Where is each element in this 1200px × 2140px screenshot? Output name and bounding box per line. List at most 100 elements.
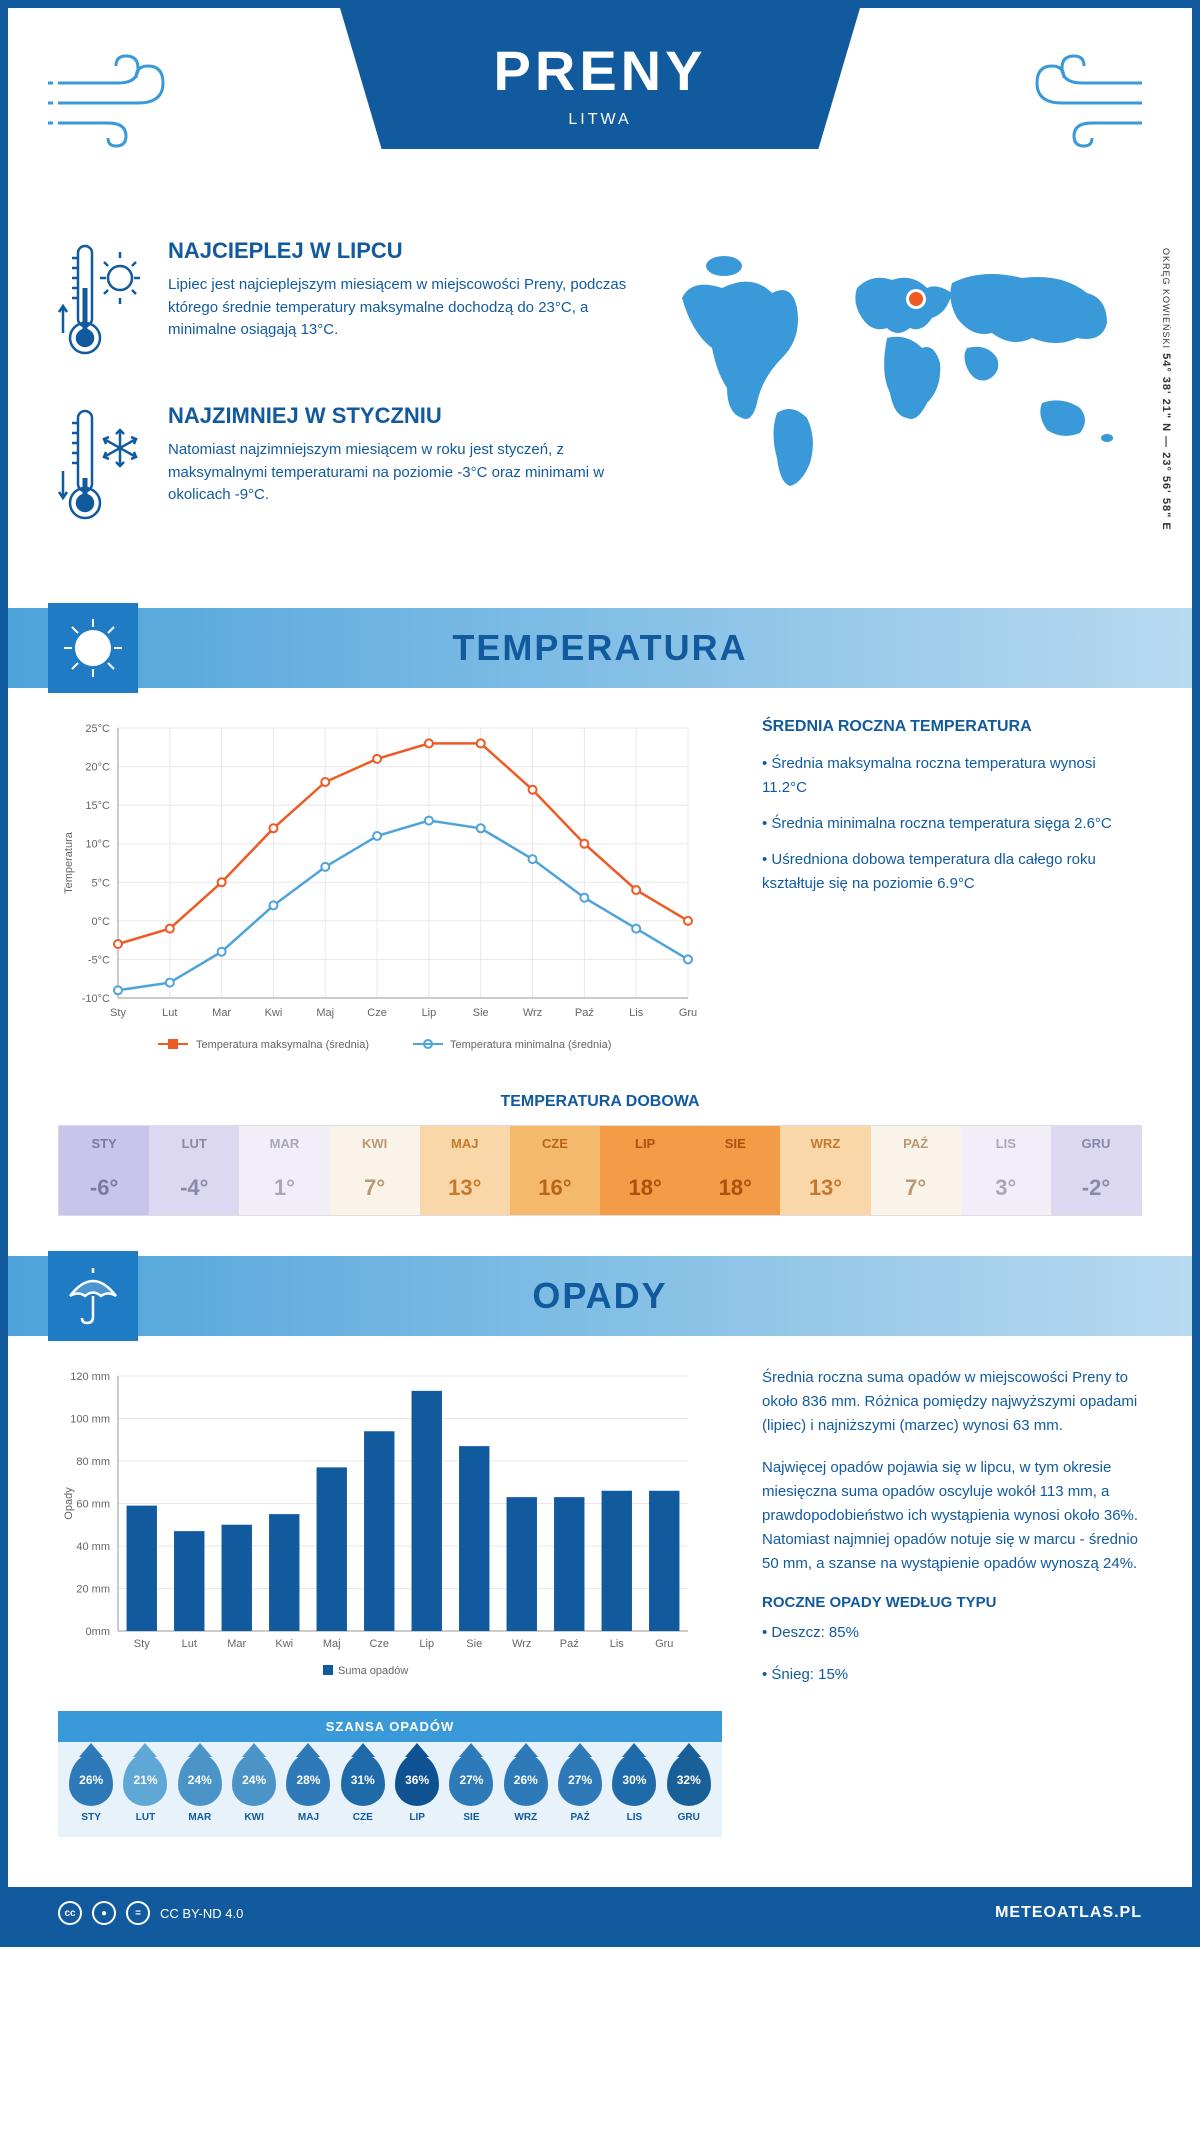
daily-value: 13° [780, 1161, 870, 1215]
svg-text:25°C: 25°C [85, 723, 110, 735]
svg-text:Lis: Lis [610, 1638, 625, 1650]
hot-block: NAJCIEPLEJ W LIPCU Lipiec jest najcieple… [58, 238, 632, 373]
svg-text:Mar: Mar [212, 1007, 231, 1019]
daily-cell: MAR1° [239, 1126, 329, 1215]
svg-text:120 mm: 120 mm [70, 1371, 110, 1383]
drop-value: 28% [286, 1754, 330, 1806]
drop-month: MAR [176, 1812, 224, 1823]
drop-value: 24% [232, 1754, 276, 1806]
intro-row: NAJCIEPLEJ W LIPCU Lipiec jest najcieple… [58, 238, 1142, 568]
svg-text:Paź: Paź [560, 1638, 579, 1650]
svg-text:Lip: Lip [419, 1638, 434, 1650]
svg-text:15°C: 15°C [85, 800, 110, 812]
daily-month: MAJ [420, 1126, 510, 1161]
daily-month: LIS [961, 1126, 1051, 1161]
svg-text:5°C: 5°C [92, 877, 111, 889]
chance-box: SZANSA OPADÓW 26%STY21%LUT24%MAR24%KWI28… [58, 1711, 722, 1837]
daily-cell: SIE18° [690, 1126, 780, 1215]
svg-text:0mm: 0mm [86, 1626, 110, 1638]
svg-text:Gru: Gru [655, 1638, 673, 1650]
footer-license: cc ● = CC BY-ND 4.0 [58, 1901, 243, 1925]
drop-value: 27% [558, 1754, 602, 1806]
daily-cell: STY-6° [59, 1126, 149, 1215]
svg-text:Kwi: Kwi [265, 1007, 283, 1019]
precip-p1: Średnia roczna suma opadów w miejscowośc… [762, 1366, 1142, 1438]
chance-drop: 30%LIS [610, 1754, 658, 1823]
chance-drop: 27%PAŹ [556, 1754, 604, 1823]
page: PRENY LITWA [0, 0, 1200, 1947]
svg-text:Temperatura minimalna (średnia: Temperatura minimalna (średnia) [450, 1039, 611, 1051]
precip-section-header: OPADY [8, 1256, 1192, 1336]
svg-text:60 mm: 60 mm [76, 1499, 110, 1511]
svg-text:Wrz: Wrz [523, 1007, 542, 1019]
svg-text:20°C: 20°C [85, 762, 110, 774]
drop-month: GRU [665, 1812, 713, 1823]
footer: cc ● = CC BY-ND 4.0 METEOATLAS.PL [8, 1887, 1192, 1939]
chance-row: 26%STY21%LUT24%MAR24%KWI28%MAJ31%CZE36%L… [58, 1742, 722, 1823]
precip-chart-block: 0mm20 mm40 mm60 mm80 mm100 mm120 mmOpady… [58, 1366, 722, 1837]
drop-value: 32% [667, 1754, 711, 1806]
svg-text:Lut: Lut [162, 1007, 177, 1019]
daily-cell: WRZ13° [780, 1126, 870, 1215]
daily-month: GRU [1051, 1126, 1141, 1161]
daily-cell: KWI7° [330, 1126, 420, 1215]
by-icon: ● [92, 1901, 116, 1925]
header: PRENY LITWA [8, 8, 1192, 208]
cold-title: NAJZIMNIEJ W STYCZNIU [168, 403, 632, 429]
daily-value: 13° [420, 1161, 510, 1215]
precip-row: 0mm20 mm40 mm60 mm80 mm100 mm120 mmOpady… [58, 1366, 1142, 1837]
svg-text:Kwi: Kwi [275, 1638, 293, 1650]
svg-text:Paź: Paź [575, 1007, 594, 1019]
daily-month: CZE [510, 1126, 600, 1161]
drop-month: SIE [447, 1812, 495, 1823]
temp-bullet-2: • Średnia minimalna roczna temperatura s… [762, 812, 1142, 836]
world-map-icon [662, 238, 1132, 498]
precip-bar-chart: 0mm20 mm40 mm60 mm80 mm100 mm120 mmOpady… [58, 1366, 698, 1686]
svg-text:Gru: Gru [679, 1007, 697, 1019]
drop-month: STY [67, 1812, 115, 1823]
daily-value: 18° [690, 1161, 780, 1215]
svg-text:100 mm: 100 mm [70, 1414, 110, 1426]
daily-temp-table: STY-6°LUT-4°MAR1°KWI7°MAJ13°CZE16°LIP18°… [58, 1125, 1142, 1216]
svg-text:Maj: Maj [316, 1007, 334, 1019]
hot-desc: Lipiec jest najcieplejszym miesiącem w m… [168, 274, 632, 342]
site-name: METEOATLAS.PL [995, 1904, 1142, 1922]
daily-value: 18° [600, 1161, 690, 1215]
drop-month: LIP [393, 1812, 441, 1823]
svg-text:Cze: Cze [367, 1007, 387, 1019]
daily-month: KWI [330, 1126, 420, 1161]
chance-drop: 21%LUT [121, 1754, 169, 1823]
daily-cell: LIS3° [961, 1126, 1051, 1215]
precip-title: OPADY [8, 1275, 1192, 1317]
coordinates: OKRĘG KOWIEŃSKI 54° 38' 21" N — 23° 56' … [1160, 248, 1172, 531]
temp-section-header: TEMPERATURA [8, 608, 1192, 688]
drop-value: 31% [341, 1754, 385, 1806]
precip-type-1: • Deszcz: 85% [762, 1621, 1142, 1645]
drop-month: MAJ [284, 1812, 332, 1823]
svg-text:Sty: Sty [134, 1638, 150, 1650]
svg-text:Lis: Lis [629, 1007, 644, 1019]
thermometer-cold-icon [58, 403, 148, 538]
svg-text:Temperatura maksymalna (średni: Temperatura maksymalna (średnia) [196, 1039, 369, 1051]
cold-desc: Natomiast najzimniejszym miesiącem w rok… [168, 439, 632, 507]
precip-type-2: • Śnieg: 15% [762, 1663, 1142, 1687]
daily-value: 3° [961, 1161, 1051, 1215]
svg-text:20 mm: 20 mm [76, 1584, 110, 1596]
svg-text:Lip: Lip [422, 1007, 437, 1019]
coords-value: 54° 38' 21" N — 23° 56' 58" E [1160, 353, 1172, 531]
daily-value: 1° [239, 1161, 329, 1215]
temp-bullet-3: • Uśredniona dobowa temperatura dla całe… [762, 848, 1142, 896]
daily-month: STY [59, 1126, 149, 1161]
daily-cell: LIP18° [600, 1126, 690, 1215]
nd-icon: = [126, 1901, 150, 1925]
daily-cell: GRU-2° [1051, 1126, 1141, 1215]
svg-text:Suma opadów: Suma opadów [338, 1665, 408, 1677]
content: NAJCIEPLEJ W LIPCU Lipiec jest najcieple… [8, 208, 1192, 1887]
chance-drop: 24%KWI [230, 1754, 278, 1823]
daily-month: PAŹ [871, 1126, 961, 1161]
daily-month: LIP [600, 1126, 690, 1161]
svg-text:Wrz: Wrz [512, 1638, 531, 1650]
daily-month: SIE [690, 1126, 780, 1161]
drop-month: LIS [610, 1812, 658, 1823]
svg-text:Maj: Maj [323, 1638, 341, 1650]
